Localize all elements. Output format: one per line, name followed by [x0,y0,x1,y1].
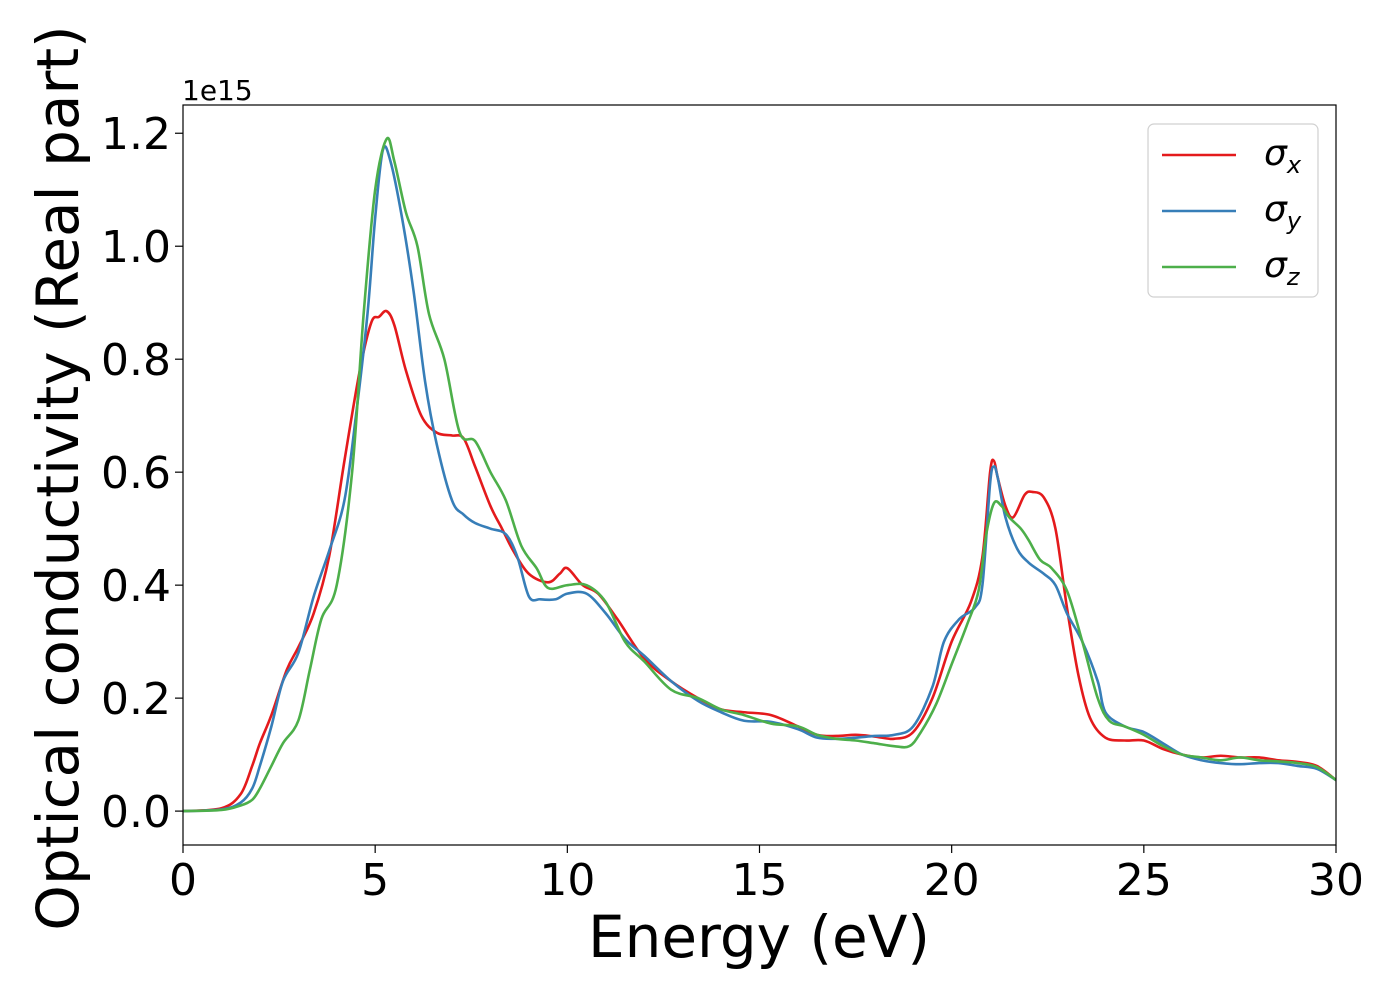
x-tick-label: 30 [1308,855,1364,906]
y-tick-label: 0.6 [101,448,171,499]
series-line-z [183,136,1336,813]
x-tick-label: 5 [361,855,389,906]
y-tick-label: 0.2 [101,674,171,725]
y-tick-label: 0.0 [101,787,171,838]
x-tick-label: 10 [539,855,595,906]
x-tick-label: 20 [924,855,980,906]
series-line-x [183,309,1336,813]
y-axis-label: Optical conductivity (Real part) [24,25,92,930]
series-line-y [183,145,1336,813]
x-tick-label: 0 [169,855,197,906]
x-tick-label: 25 [1116,855,1172,906]
y-offset-label: 1e15 [182,74,253,107]
x-axis-ticks: 0 5 10 15 20 25 30 [169,845,1364,906]
y-axis-ticks: 0.0 0.2 0.4 0.6 0.8 1.0 1.2 [101,109,183,838]
y-tick-label: 1.2 [101,109,171,160]
y-tick-label: 1.0 [101,222,171,273]
x-tick-label: 15 [732,855,788,906]
series-lines [183,136,1336,813]
plot-frame [182,104,1337,846]
x-axis-label: Energy (eV) [588,903,930,971]
y-tick-label: 0.8 [101,335,171,386]
y-tick-label: 0.4 [101,561,171,612]
